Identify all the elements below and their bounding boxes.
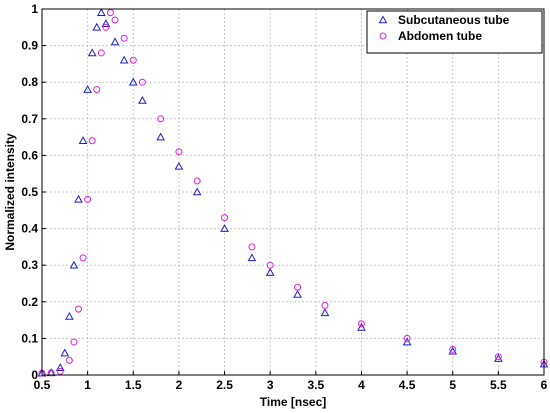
data-point xyxy=(220,224,229,232)
x-tick-label: 0.5 xyxy=(34,378,51,392)
x-axis-label: Time [nsec] xyxy=(260,395,326,409)
data-point xyxy=(111,16,119,24)
data-point xyxy=(120,34,128,42)
series-abdomen xyxy=(38,9,548,377)
data-point xyxy=(293,289,302,298)
x-tick-label: 1 xyxy=(84,378,91,392)
y-tick-label: 0.6 xyxy=(21,148,38,162)
data-point xyxy=(65,356,73,364)
data-point xyxy=(74,194,83,203)
x-tick-label: 4.5 xyxy=(399,378,416,392)
legend-marker-triangle-icon xyxy=(378,15,388,24)
data-point xyxy=(79,254,87,262)
tick-layer: 0.5 1 1.5 2 2.5 3 3.5 4 4.5 5 5.5 6 0 0.1 0.2 0.3 0.4 0.5… xyxy=(21,2,547,392)
data-point xyxy=(357,322,366,331)
data-point xyxy=(156,132,166,141)
series-subcutaneous xyxy=(37,8,549,377)
data-point xyxy=(75,305,83,313)
data-point xyxy=(402,337,412,346)
data-point xyxy=(403,334,411,342)
data-point xyxy=(78,136,88,145)
data-point xyxy=(265,267,275,276)
data-point xyxy=(494,354,503,362)
x-tick-label: 2.5 xyxy=(216,378,233,392)
data-point xyxy=(320,308,330,317)
data-point xyxy=(138,78,146,86)
data-point xyxy=(47,369,55,377)
x-tick-label: 2 xyxy=(176,378,183,392)
data-point xyxy=(83,84,92,93)
data-point xyxy=(174,161,184,170)
data-point xyxy=(56,367,64,375)
grid-layer xyxy=(42,9,544,375)
data-point xyxy=(494,353,502,361)
data-point xyxy=(92,22,102,31)
data-point xyxy=(106,9,114,17)
legend: Subcutaneous tube Abdomen tube xyxy=(366,10,543,54)
y-axis-label: Normalized intensity xyxy=(3,133,17,251)
x-tick-label: 3 xyxy=(267,378,274,392)
data-point xyxy=(87,48,97,57)
data-point xyxy=(88,137,96,145)
data-point xyxy=(119,55,129,64)
data-point xyxy=(96,8,106,16)
data-layer xyxy=(37,8,549,377)
data-point xyxy=(449,345,457,353)
data-point xyxy=(69,260,79,269)
legend-entry-label: Subcutaneous tube xyxy=(398,13,510,27)
x-tick-label: 5.5 xyxy=(490,378,507,392)
x-tick-label: 3.5 xyxy=(307,378,324,392)
legend-entry-label: Abdomen tube xyxy=(398,29,482,43)
data-point xyxy=(157,115,165,123)
data-point xyxy=(357,320,365,328)
y-tick-label: 0.2 xyxy=(21,295,38,309)
data-point xyxy=(102,23,110,31)
data-point xyxy=(138,95,147,104)
data-point xyxy=(247,253,257,262)
x-tick-label: 1.5 xyxy=(125,378,142,392)
data-point xyxy=(128,77,138,86)
data-point xyxy=(97,49,105,57)
data-point xyxy=(448,346,458,355)
legend-marker-circle-icon xyxy=(379,32,387,40)
y-tick-label: 0.9 xyxy=(21,39,38,53)
x-tick-label: 6 xyxy=(541,378,548,392)
x-tick-label: 4 xyxy=(358,378,365,392)
x-tick-label: 5 xyxy=(449,378,456,392)
y-tick-label: 0.8 xyxy=(21,75,38,89)
data-point xyxy=(110,37,120,46)
y-tick-label: 1 xyxy=(31,2,38,16)
data-point xyxy=(70,338,78,346)
y-tick-label: 0.3 xyxy=(21,258,38,272)
y-tick-label: 0.4 xyxy=(21,222,38,236)
y-tick-label: 0.7 xyxy=(21,112,38,126)
data-point xyxy=(129,56,137,64)
y-tick-label: 0.5 xyxy=(21,185,38,199)
data-point xyxy=(321,301,329,309)
data-point xyxy=(266,261,274,269)
data-point xyxy=(248,243,256,251)
data-point xyxy=(84,195,92,203)
y-tick-label: 0.1 xyxy=(21,331,38,345)
data-point xyxy=(193,177,201,185)
data-point xyxy=(55,363,65,371)
data-point xyxy=(101,19,111,27)
data-point xyxy=(60,348,70,357)
data-point xyxy=(294,283,302,291)
y-tick-label: 0 xyxy=(31,368,38,382)
data-point xyxy=(175,148,183,156)
data-point xyxy=(65,311,74,320)
data-point xyxy=(93,86,101,94)
data-point xyxy=(221,214,229,222)
data-point xyxy=(192,187,202,196)
legend-box xyxy=(366,10,543,54)
